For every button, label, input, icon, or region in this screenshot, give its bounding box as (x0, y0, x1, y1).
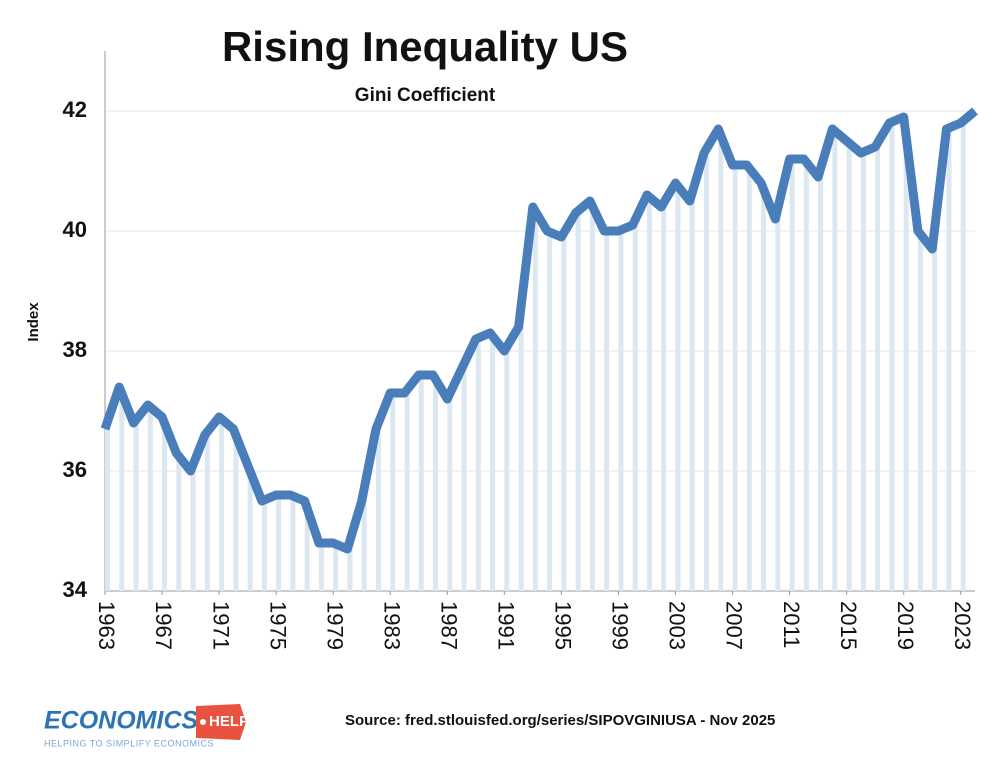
x-tick-label: 1963 (94, 601, 119, 650)
x-tick-label: 1983 (379, 601, 404, 650)
y-axis-label: Index (25, 302, 42, 342)
x-tick-label: 1971 (208, 601, 233, 650)
x-tick-label: 1987 (436, 601, 461, 650)
logo-name: ECONOMICS (44, 707, 199, 735)
y-tick-label: 38 (63, 337, 87, 362)
y-tick-label: 42 (63, 97, 87, 122)
y-tick-label: 40 (63, 217, 87, 242)
logo-badge: HELP (209, 713, 249, 730)
x-tick-label: 2011 (779, 601, 804, 648)
logo: ECONOMICS HELP HELPING TO SIMPLIFY ECONO… (44, 704, 249, 748)
area (105, 111, 975, 591)
chart-title: Rising Inequality US (222, 23, 628, 70)
logo-tagline: HELPING TO SIMPLIFY ECONOMICS (44, 738, 214, 748)
logo-dot (200, 719, 206, 725)
y-tick-label: 34 (63, 577, 88, 602)
logo-badge-shape (196, 704, 246, 740)
line (100, 107, 978, 554)
x-tick-label: 1967 (151, 601, 176, 650)
x-tick-label: 2023 (950, 601, 975, 650)
x-tick-label: 2019 (893, 601, 918, 650)
x-tick-label: 2015 (836, 601, 861, 650)
x-tick-label: 1975 (265, 601, 290, 650)
source-note: Source: fred.stlouisfed.org/series/SIPOV… (345, 712, 775, 729)
x-tick-label: 2007 (722, 601, 747, 650)
x-tick-label: 1979 (322, 601, 347, 650)
x-tick-label: 1991 (494, 601, 519, 650)
x-tick-label: 1995 (551, 601, 576, 650)
x-tick-label: 1999 (608, 601, 633, 650)
chart-subtitle: Gini Coefficient (355, 85, 496, 106)
y-tick-label: 36 (63, 457, 87, 482)
x-tick-label: 2003 (665, 601, 690, 650)
